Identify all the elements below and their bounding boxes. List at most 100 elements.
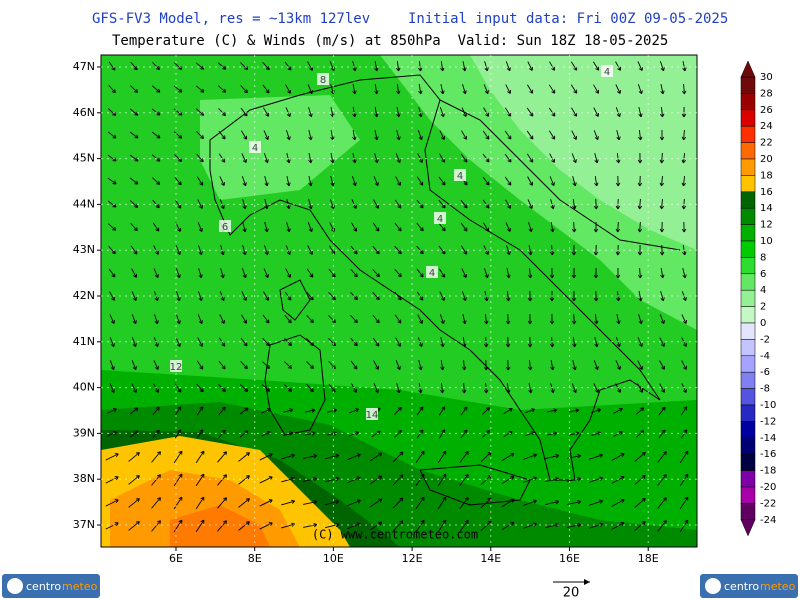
wind-arrow-head — [335, 499, 340, 505]
wind-arrow-head — [308, 205, 313, 210]
wind-arrow-head — [397, 250, 402, 255]
wind-arrow — [196, 383, 204, 393]
wind-arrow-head — [286, 251, 291, 255]
wind-arrow-head — [463, 158, 468, 163]
wind-arrow — [217, 451, 227, 463]
wind-arrow-head — [662, 520, 667, 525]
wind-arrow — [263, 268, 269, 278]
colorbar-label: 16 — [760, 187, 773, 198]
wind-arrow-head — [397, 181, 401, 186]
wind-arrow-head — [572, 205, 577, 210]
wind-arrow-head — [550, 228, 555, 233]
wind-arrow — [463, 382, 465, 394]
wind-arrow-head — [110, 343, 115, 348]
wind-arrow — [328, 245, 336, 255]
wind-arrow — [463, 359, 465, 371]
wind-arrow — [242, 245, 246, 255]
wind-arrow-head — [335, 453, 340, 459]
wind-arrow — [569, 432, 579, 436]
wind-arrow-head — [528, 205, 533, 209]
wind-arrow — [460, 222, 468, 232]
wind-arrow-head — [549, 297, 555, 302]
wind-arrow — [347, 522, 361, 530]
wind-arrow-head — [594, 136, 599, 141]
map-field — [101, 55, 697, 547]
wind-arrow — [418, 360, 422, 370]
wind-arrow-head — [684, 519, 689, 524]
wind-arrow-head — [155, 406, 160, 411]
wind-arrow-head — [638, 136, 643, 141]
wind-arrow — [415, 474, 425, 486]
colorbar-label: -4 — [760, 351, 770, 362]
wind-arrow-head — [682, 297, 687, 302]
wind-arrow — [283, 409, 293, 413]
wind-arrow-head — [659, 228, 665, 233]
wind-arrow — [505, 222, 511, 232]
wind-arrow-head — [682, 251, 687, 256]
wind-arrow — [418, 107, 422, 117]
wind-arrow — [415, 520, 425, 532]
wind-arrow-head — [132, 388, 137, 393]
wind-arrow-head — [286, 205, 291, 210]
wind-arrow-head — [440, 67, 445, 72]
wind-arrow-head — [551, 89, 556, 94]
wind-arrow — [307, 61, 313, 71]
wind-arrow — [683, 175, 685, 187]
wind-arrow — [634, 475, 646, 485]
wind-arrow — [241, 130, 247, 140]
wind-arrow-head — [155, 204, 160, 209]
wind-arrow-head — [483, 343, 489, 348]
wind-arrow — [196, 131, 204, 139]
wind-arrow — [659, 314, 665, 324]
wind-arrow-head — [155, 429, 160, 434]
wind-arrow — [372, 245, 380, 255]
wind-arrow-head — [463, 204, 468, 209]
lon-label: 6E — [169, 552, 183, 565]
wind-arrow-head — [510, 475, 515, 480]
wind-arrow-head — [243, 135, 248, 140]
wind-arrow — [262, 61, 270, 71]
wind-arrow — [369, 452, 383, 462]
logo-left: centro — [26, 580, 61, 593]
contour-label: 6 — [222, 222, 228, 233]
wind-arrow — [638, 314, 642, 324]
wind-arrow-head — [418, 343, 423, 348]
wind-arrow — [105, 499, 119, 507]
wind-arrow — [438, 406, 446, 416]
wind-arrow — [439, 130, 445, 140]
wind-arrow-head — [506, 228, 511, 232]
wind-arrow — [507, 290, 509, 302]
wind-arrow-head — [399, 497, 404, 502]
wind-arrow — [571, 130, 577, 140]
wind-arrow — [660, 84, 664, 94]
wind-arrow-head — [660, 67, 665, 72]
wind-arrow-head — [200, 473, 205, 478]
wind-arrow — [396, 107, 400, 117]
wind-arrow — [175, 337, 181, 347]
wind-arrow-head — [178, 134, 183, 139]
wind-arrow-head — [549, 320, 555, 325]
wind-arrow — [661, 106, 663, 118]
wind-arrow — [329, 199, 335, 209]
wind-arrow — [635, 430, 645, 438]
wind-arrow-head — [573, 89, 578, 94]
wind-arrow — [392, 497, 404, 509]
wind-arrow — [151, 497, 161, 509]
wind-arrow — [130, 245, 138, 255]
lat-label: 41N — [73, 335, 95, 348]
wind-arrow — [526, 153, 534, 163]
wind-arrow — [264, 222, 268, 232]
wind-arrow-head — [506, 251, 511, 256]
wind-arrow-head — [134, 430, 139, 435]
wind-arrow — [550, 359, 554, 371]
wind-arrow-head — [485, 112, 489, 117]
wind-arrow-head — [133, 66, 138, 71]
wind-arrow-head — [313, 523, 318, 528]
wind-arrow-head — [396, 159, 401, 164]
colorbar-swatch — [740, 93, 756, 111]
wind-arrow — [151, 85, 161, 93]
wind-arrow — [263, 107, 269, 117]
wind-arrow — [308, 130, 312, 140]
wind-arrow — [459, 497, 469, 509]
wind-arrow-head — [134, 134, 139, 139]
